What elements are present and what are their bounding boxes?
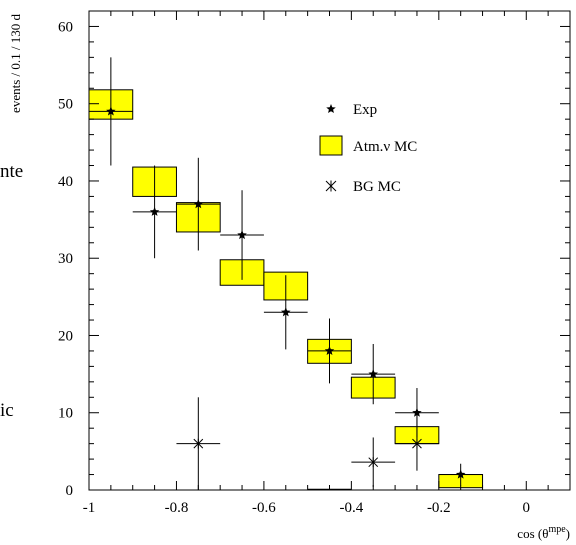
legend-label-atm-mc: Atm.ν MC — [353, 139, 417, 155]
x-tick-label: -0.6 — [252, 500, 276, 516]
bg-point — [368, 457, 379, 468]
exp-point — [412, 407, 422, 417]
y-tick-label: 30 — [58, 251, 73, 267]
markers — [106, 106, 466, 479]
exp-point — [237, 230, 247, 240]
y-tick-label: 60 — [58, 19, 73, 35]
yellow-box-swatch-icon — [319, 135, 343, 156]
exp-point — [281, 307, 291, 317]
y-tick-label: 50 — [58, 97, 73, 113]
exp-point — [455, 469, 466, 479]
axis-ticks — [88, 10, 571, 491]
y-tick-label: 40 — [58, 174, 73, 190]
legend-entry-bg-mc: BG MC — [325, 179, 401, 195]
legend-label-exp: Exp — [353, 102, 377, 118]
bg-point — [412, 438, 422, 449]
y-axis-label: events / 0.1 / 130 d — [8, 14, 23, 113]
star-marker-icon — [326, 104, 336, 114]
legend-label-bg-mc: BG MC — [353, 179, 401, 195]
stray-text-fragment: ic — [0, 400, 14, 421]
legend-entry-atm-mc: Atm.ν MC — [319, 135, 417, 156]
asterisk-marker-icon — [325, 180, 337, 192]
x-tick-label: -1 — [83, 500, 96, 516]
exp-point — [149, 206, 160, 216]
y-tick-label: 0 — [66, 483, 74, 499]
x-tick-label: -0.8 — [165, 500, 189, 516]
exp-point — [193, 199, 204, 209]
plot-frame — [88, 10, 571, 491]
x-tick-labels: -1 -0.8 -0.6 -0.4 -0.2 0 — [83, 500, 530, 516]
x-tick-label: -0.4 — [339, 500, 363, 516]
stray-text-fragment: nte — [0, 161, 23, 182]
x-tick-label: 0 — [523, 500, 531, 516]
exp-point — [106, 106, 116, 116]
legend-entry-exp: Exp — [326, 102, 377, 118]
x-tick-label: -0.2 — [427, 500, 451, 516]
exp-point — [324, 345, 335, 355]
legend: Exp Atm.ν MC BG MC — [319, 102, 417, 195]
exp-point — [368, 369, 378, 379]
y-tick-label: 10 — [58, 406, 73, 422]
bg-point — [193, 438, 204, 449]
y-tick-label: 20 — [58, 328, 73, 344]
x-axis-label: cos (θmpe) — [517, 524, 570, 541]
y-tick-labels: 0 10 20 30 40 50 60 — [58, 19, 73, 499]
